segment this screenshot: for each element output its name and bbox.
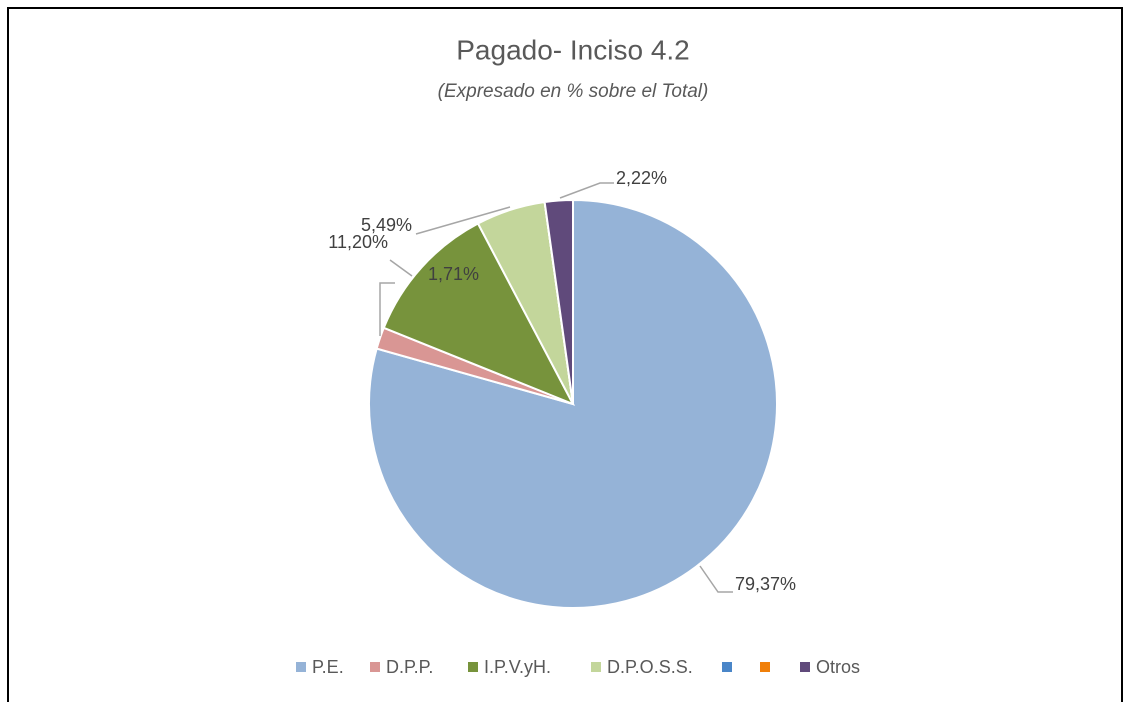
- legend-label: P.E.: [312, 657, 344, 677]
- leader-line: [379, 282, 395, 336]
- legend-marker: [468, 662, 478, 672]
- legend-marker: [370, 662, 380, 672]
- legend-label: I.P.V.yH.: [484, 657, 551, 677]
- data-label: 2,22%: [616, 168, 667, 188]
- leader-line: [559, 182, 614, 199]
- chart-subtitle: (Expresado en % sobre el Total): [438, 81, 709, 102]
- chart-title: Pagado- Inciso 4.2: [456, 34, 690, 65]
- legend-marker: [722, 662, 732, 672]
- leader-line: [389, 259, 413, 277]
- data-label: 79,37%: [735, 574, 796, 594]
- legend-marker: [296, 662, 306, 672]
- legend-marker: [760, 662, 770, 672]
- legend-marker: [591, 662, 601, 672]
- legend-label: Otros: [816, 657, 860, 677]
- data-label: 11,20%: [328, 232, 388, 252]
- data-label: 5,49%: [361, 215, 412, 235]
- leader-line: [699, 565, 733, 593]
- pie-slice: [543, 198, 574, 405]
- legend-marker: [800, 662, 810, 672]
- legend-label: D.P.O.S.S.: [607, 657, 693, 677]
- data-label: 1,71%: [428, 264, 479, 284]
- leader-line: [415, 206, 511, 235]
- pie-slice: [382, 222, 576, 406]
- legend-label: D.P.P.: [386, 657, 433, 677]
- frame: [7, 7, 1123, 702]
